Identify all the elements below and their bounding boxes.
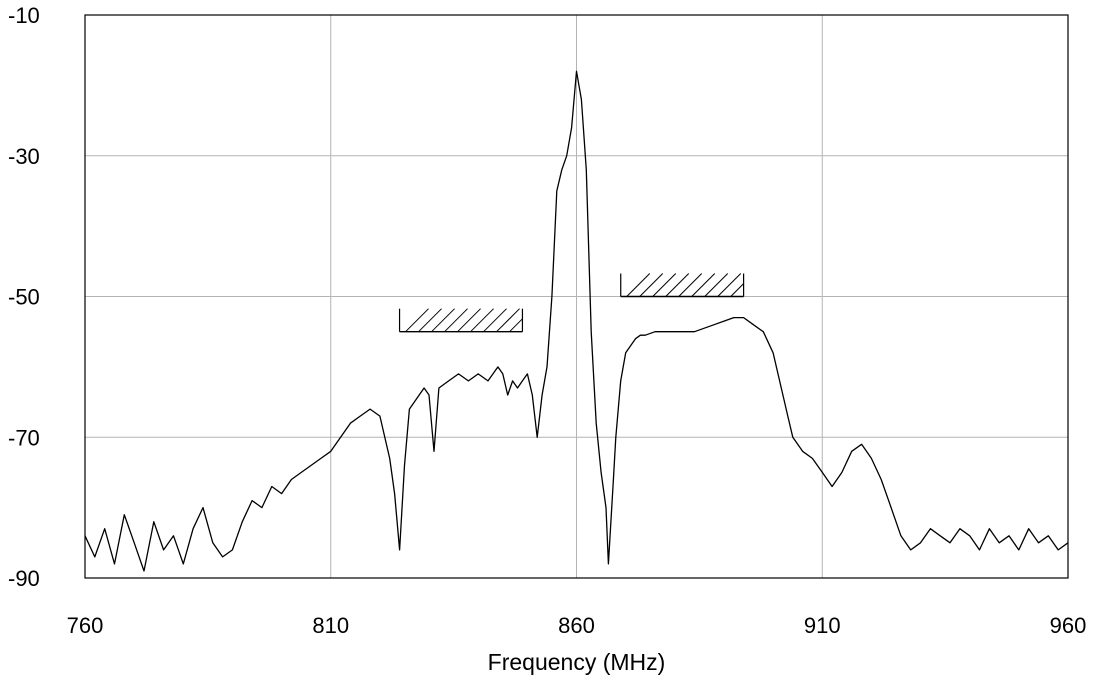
mask-hatch-line — [692, 274, 715, 297]
x-tick-labels: 760 810 860 910 960 — [67, 613, 1087, 638]
grid-lines — [85, 15, 1068, 578]
mask-hatch-line — [653, 274, 676, 297]
mask-hatch-line — [419, 309, 442, 332]
y-tick-label: -50 — [8, 285, 40, 310]
x-tick-label: 760 — [67, 613, 104, 638]
mask-hatch-line — [640, 274, 663, 297]
mask-hatch-line — [666, 274, 689, 297]
y-tick-labels: -10 -30 -50 -70 -90 — [8, 3, 40, 591]
mask-hatch-line — [497, 309, 520, 332]
upper-mask — [621, 274, 744, 297]
x-axis-title: Frequency (MHz) — [488, 649, 666, 675]
y-tick-label: -10 — [8, 3, 40, 28]
lower-mask — [400, 309, 523, 332]
mask-hatch-line — [510, 319, 523, 332]
mask-hatch-line — [406, 309, 429, 332]
y-tick-label: -90 — [8, 566, 40, 591]
mask-hatch-line — [458, 309, 481, 332]
mask-hatch-line — [432, 309, 455, 332]
y-tick-label: -70 — [8, 425, 40, 450]
mask-hatch-line — [445, 309, 468, 332]
mask-hatch-line — [731, 284, 744, 297]
mask-limits — [400, 274, 744, 332]
mask-hatch-line — [484, 309, 507, 332]
x-tick-label: 810 — [312, 613, 349, 638]
mask-hatch-line — [718, 274, 741, 297]
mask-hatch-line — [705, 274, 728, 297]
y-tick-label: -30 — [8, 144, 40, 169]
x-tick-label: 960 — [1050, 613, 1087, 638]
x-tick-label: 910 — [804, 613, 841, 638]
mask-hatch-line — [471, 309, 494, 332]
x-tick-label: 860 — [558, 613, 595, 638]
mask-hatch-line — [627, 274, 650, 297]
mask-hatch-line — [679, 274, 702, 297]
